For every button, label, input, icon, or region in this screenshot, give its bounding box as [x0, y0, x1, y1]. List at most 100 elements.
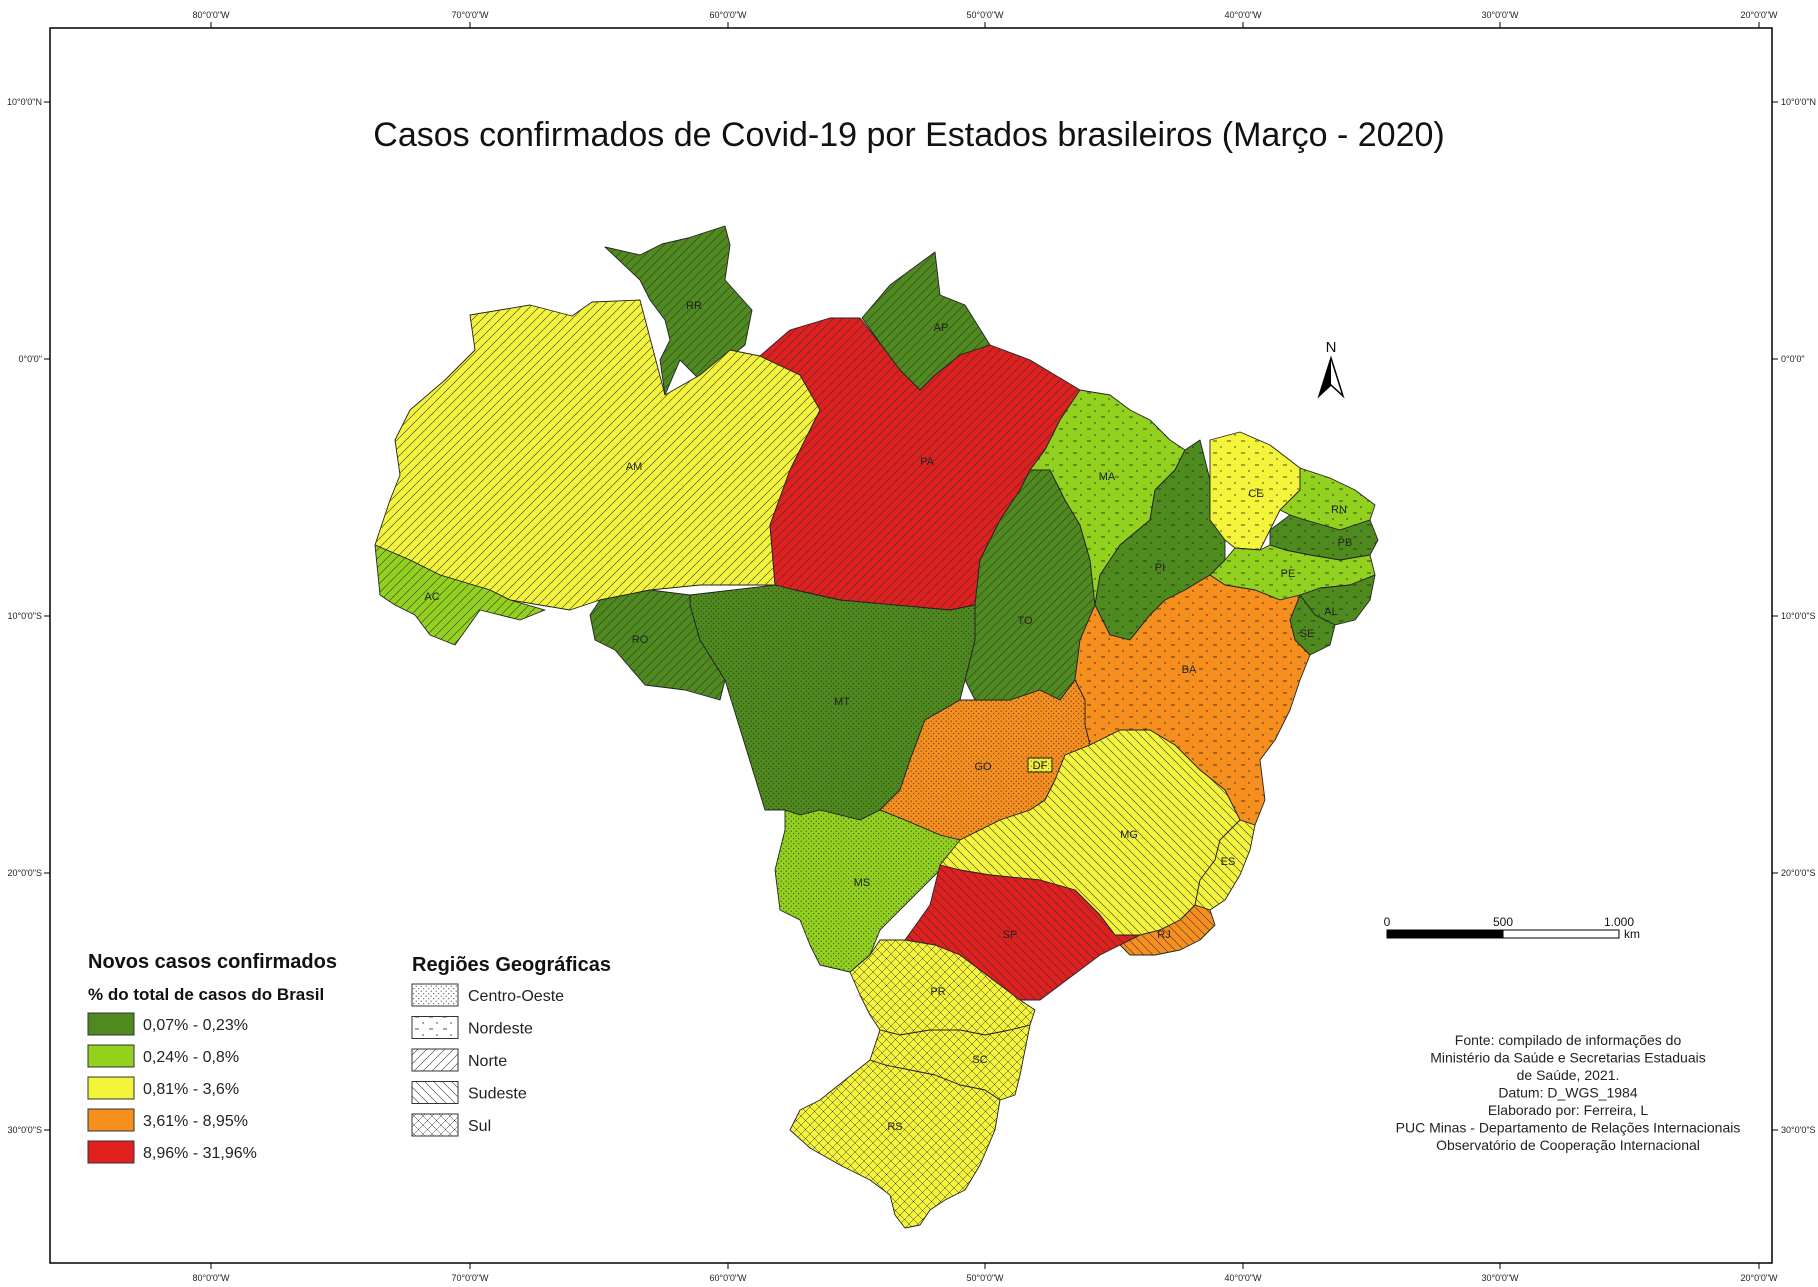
state-label-ES: ES [1221, 856, 1236, 868]
grid-label-top: 60°0'0"W [709, 10, 747, 20]
state-RR[interactable] [604, 225, 753, 396]
legend-regions-label: Norte [468, 1053, 507, 1070]
grid-label-bottom: 50°0'0"W [966, 1273, 1004, 1283]
state-label-AL: AL [1324, 606, 1337, 618]
state-label-RO: RO [632, 634, 649, 646]
state-RO[interactable] [589, 589, 726, 701]
legend-cases-label: 0,24% - 0,8% [143, 1049, 239, 1066]
grid-label-right: 30°0'0"S [1781, 1125, 1816, 1135]
state-PB[interactable] [1269, 514, 1379, 561]
legend-pattern-swatch [411, 983, 459, 1007]
state-label-MS: MS [854, 877, 871, 889]
state-PA[interactable] [759, 317, 1081, 611]
grid-label-bottom: 60°0'0"W [709, 1273, 747, 1283]
source-line: PUC Minas - Departamento de Relações Int… [1396, 1120, 1741, 1136]
legend-regions: Regiões Geográficas Centro-Oeste Nordeste… [411, 954, 611, 1137]
state-label-MT: MT [834, 696, 850, 708]
grid-label-bottom: 40°0'0"W [1224, 1273, 1262, 1283]
legend-regions-label: Sul [468, 1118, 491, 1135]
legend-cases-label: 0,07% - 0,23% [143, 1017, 248, 1034]
grid-label-top: 70°0'0"W [451, 10, 489, 20]
state-label-AC: AC [424, 591, 439, 603]
state-RS[interactable] [789, 1059, 1001, 1229]
state-TO[interactable] [964, 469, 1096, 701]
grid-ticks [44, 22, 1778, 1269]
state-AC[interactable] [374, 544, 546, 646]
state-MS[interactable] [774, 809, 961, 973]
legend-swatch [87, 1012, 135, 1036]
state-label-DF: DF [1033, 760, 1048, 772]
state-AL[interactable] [1299, 574, 1376, 626]
grid-label-right: 0°0'0" [1781, 354, 1805, 364]
state-CE[interactable] [1209, 431, 1301, 551]
scale-bar: 0 500 1.000 km [1384, 915, 1640, 941]
state-label-RN: RN [1331, 504, 1347, 516]
state-RJ[interactable] [1119, 904, 1216, 956]
grid-labels: 80°0'0"W 80°0'0"W 70°0'0"W 70°0'0"W 60°0'0"W… [7, 10, 1816, 1283]
legend-cases: Novos casos confirmados % do total de ca… [87, 951, 337, 1164]
grid-label-right: 10°0'0"S [1781, 611, 1816, 621]
state-label-CE: CE [1248, 488, 1263, 500]
legend-pattern-swatch [411, 1016, 459, 1039]
grid-label-bottom: 20°0'0"W [1740, 1273, 1778, 1283]
state-SE[interactable] [1289, 594, 1336, 656]
scale-tick-1000: 1.000 [1604, 915, 1634, 929]
state-label-SC: SC [972, 1054, 987, 1066]
source-line: Ministério da Saúde e Secretarias Estadu… [1430, 1050, 1705, 1066]
source-block: Fonte: compilado de informações do Minist… [1396, 1032, 1741, 1153]
state-label-SP: SP [1003, 929, 1018, 941]
state-label-RS: RS [887, 1121, 902, 1133]
scale-tick-500: 500 [1493, 915, 1513, 929]
scale-unit: km [1624, 927, 1640, 941]
grid-label-top: 80°0'0"W [192, 10, 230, 20]
source-line: Elaborado por: Ferreira, L [1488, 1102, 1649, 1118]
state-label-MA: MA [1099, 471, 1116, 483]
state-AM[interactable] [374, 299, 821, 611]
state-SP[interactable] [904, 864, 1141, 1001]
map-title: Casos confirmados de Covid-19 por Estado… [373, 116, 1444, 154]
north-arrow-label: N [1326, 339, 1337, 356]
legend-cases-label: 0,81% - 3,6% [143, 1081, 239, 1098]
legend-pattern-swatch [411, 1113, 459, 1137]
state-label-PB: PB [1338, 537, 1353, 549]
state-RN[interactable] [1279, 467, 1376, 531]
legend-regions-label: Nordeste [468, 1021, 533, 1038]
state-SC[interactable] [869, 1024, 1031, 1101]
state-label-RR: RR [686, 300, 702, 312]
grid-label-bottom: 70°0'0"W [451, 1273, 489, 1283]
north-arrow: N [1317, 339, 1345, 399]
state-label-PE: PE [1281, 568, 1296, 580]
grid-label-right: 20°0'0"S [1781, 868, 1816, 878]
scale-tick-0: 0 [1384, 915, 1391, 929]
state-label-PA: PA [920, 456, 935, 468]
legend-pattern-swatch [411, 1048, 459, 1072]
state-label-SE: SE [1300, 628, 1315, 640]
state-label-MG: MG [1120, 829, 1138, 841]
source-line: Fonte: compilado de informações do [1455, 1032, 1682, 1048]
grid-label-bottom: 30°0'0"W [1481, 1273, 1519, 1283]
state-label-TO: TO [1017, 615, 1033, 627]
legend-swatch [87, 1044, 135, 1068]
state-MT[interactable] [689, 584, 976, 821]
state-label-PR: PR [930, 986, 945, 998]
grid-label-left: 10°0'0"N [7, 97, 42, 107]
state-label-PI: PI [1155, 562, 1165, 574]
grid-label-left: 0°0'0" [18, 354, 42, 364]
state-DF[interactable] [1027, 757, 1053, 773]
grid-label-left: 20°0'0"S [7, 868, 42, 878]
source-line: Observatório de Cooperação Internacional [1436, 1137, 1700, 1153]
grid-label-right: 10°0'0"N [1781, 97, 1816, 107]
state-labels-layer: RR AP AM PA AC RO TO MA PI CE RN PB PE A… [424, 300, 1352, 1133]
grid-label-top: 30°0'0"W [1481, 10, 1519, 20]
grid-label-left: 30°0'0"S [7, 1125, 42, 1135]
state-label-RJ: RJ [1157, 929, 1170, 941]
source-line: de Saúde, 2021. [1517, 1067, 1620, 1083]
legend-cases-label: 3,61% - 8,95% [143, 1113, 248, 1130]
state-GO[interactable] [879, 679, 1091, 841]
grid-label-bottom: 80°0'0"W [192, 1273, 230, 1283]
state-label-AP: AP [934, 322, 949, 334]
legend-regions-label: Centro-Oeste [468, 988, 564, 1005]
legend-pattern-swatch [411, 1081, 459, 1104]
source-line: Datum: D_WGS_1984 [1498, 1085, 1637, 1101]
